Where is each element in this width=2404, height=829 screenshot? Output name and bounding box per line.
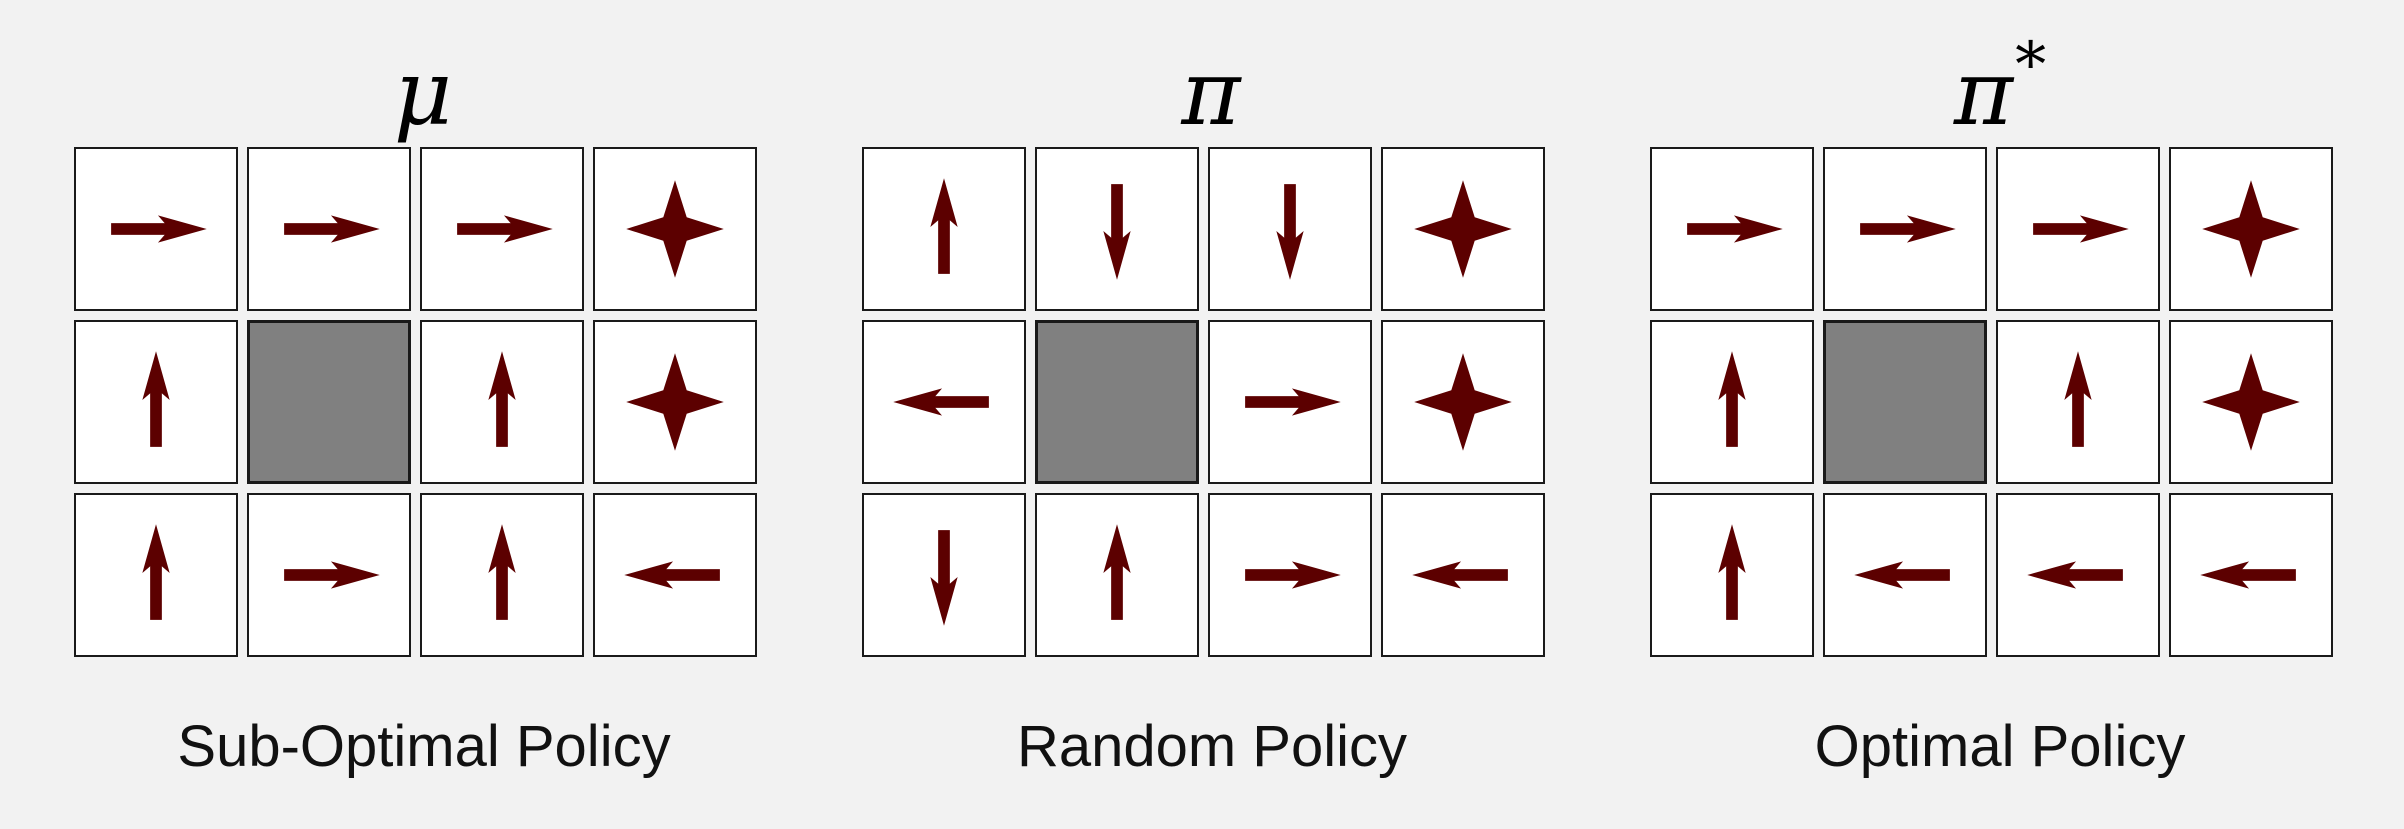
grid-cell	[2169, 320, 2333, 484]
grid-cell	[1996, 147, 2160, 311]
arrow-right-icon	[1245, 388, 1341, 416]
grid-cell	[1996, 320, 2160, 484]
arrow-right-icon	[1245, 561, 1341, 589]
four-point-star-icon	[2202, 353, 2300, 451]
arrow-left-icon	[893, 388, 989, 416]
grid-cell	[74, 147, 238, 311]
policy-caption: Sub-Optimal Policy	[177, 714, 671, 779]
four-point-star-icon	[626, 353, 724, 451]
grid-cell	[1381, 493, 1545, 657]
grid-cell	[420, 320, 584, 484]
policy-symbol: π*	[1953, 28, 2047, 146]
grid-cell	[862, 320, 1026, 484]
grid-cell	[1823, 147, 1987, 311]
grid-cell	[1996, 493, 2160, 657]
grid-cell	[2169, 147, 2333, 311]
policy-caption: Optimal Policy	[1814, 714, 2186, 779]
arrow-right-icon	[284, 215, 380, 243]
arrow-left-icon	[1854, 561, 1950, 589]
arrow-down-icon	[930, 530, 958, 626]
panel-optimal-policy: π* Optimal Policy	[1650, 0, 2350, 829]
policy-caption: Random Policy	[1016, 714, 1408, 779]
grid-cell	[593, 493, 757, 657]
arrow-up-icon	[1718, 351, 1746, 447]
arrow-up-icon	[1718, 524, 1746, 620]
arrow-up-icon	[488, 524, 516, 620]
policy-grid	[1650, 147, 2350, 672]
policy-grid	[74, 147, 774, 672]
grid-cell	[420, 147, 584, 311]
policy-symbol: μ	[393, 41, 453, 146]
arrow-left-icon	[2027, 561, 2123, 589]
grid-cell	[1208, 320, 1372, 484]
grid-cell	[247, 493, 411, 657]
arrow-up-icon	[2064, 351, 2092, 447]
policy-symbol: π	[1181, 41, 1241, 146]
grid-cell	[593, 320, 757, 484]
arrow-down-icon	[1276, 184, 1304, 280]
grid-cell	[1650, 493, 1814, 657]
arrow-right-icon	[1687, 215, 1783, 243]
arrow-right-icon	[2033, 215, 2129, 243]
grid-cell	[593, 147, 757, 311]
arrow-up-icon	[930, 178, 958, 274]
arrow-left-icon	[624, 561, 720, 589]
four-point-star-icon	[1414, 353, 1512, 451]
grid-cell	[862, 493, 1026, 657]
grid-cell	[1650, 320, 1814, 484]
arrow-left-icon	[2200, 561, 2296, 589]
arrow-left-icon	[1412, 561, 1508, 589]
grid-cell	[247, 147, 411, 311]
grid-cell	[1208, 493, 1372, 657]
grid-cell	[1208, 147, 1372, 311]
arrow-up-icon	[488, 351, 516, 447]
grid-cell	[74, 493, 238, 657]
grid-cell	[74, 320, 238, 484]
four-point-star-icon	[1414, 180, 1512, 278]
panel-sub-optimal-policy: μ Sub-Optimal Policy	[74, 0, 774, 829]
arrow-right-icon	[457, 215, 553, 243]
policy-grid	[862, 147, 1562, 672]
wall-cell	[247, 320, 411, 484]
arrow-up-icon	[142, 351, 170, 447]
four-point-star-icon	[626, 180, 724, 278]
grid-cell	[1650, 147, 1814, 311]
grid-cell	[1381, 320, 1545, 484]
arrow-up-icon	[142, 524, 170, 620]
arrow-down-icon	[1103, 184, 1131, 280]
grid-cell	[1823, 493, 1987, 657]
arrow-right-icon	[284, 561, 380, 589]
wall-cell	[1823, 320, 1987, 484]
grid-cell	[1035, 147, 1199, 311]
grid-cell	[2169, 493, 2333, 657]
arrow-right-icon	[111, 215, 207, 243]
arrow-up-icon	[1103, 524, 1131, 620]
grid-cell	[862, 147, 1026, 311]
grid-cell	[420, 493, 584, 657]
grid-cell	[1035, 493, 1199, 657]
four-point-star-icon	[2202, 180, 2300, 278]
wall-cell	[1035, 320, 1199, 484]
arrow-right-icon	[1860, 215, 1956, 243]
grid-cell	[1381, 147, 1545, 311]
panel-random-policy: π Random Policy	[862, 0, 1562, 829]
